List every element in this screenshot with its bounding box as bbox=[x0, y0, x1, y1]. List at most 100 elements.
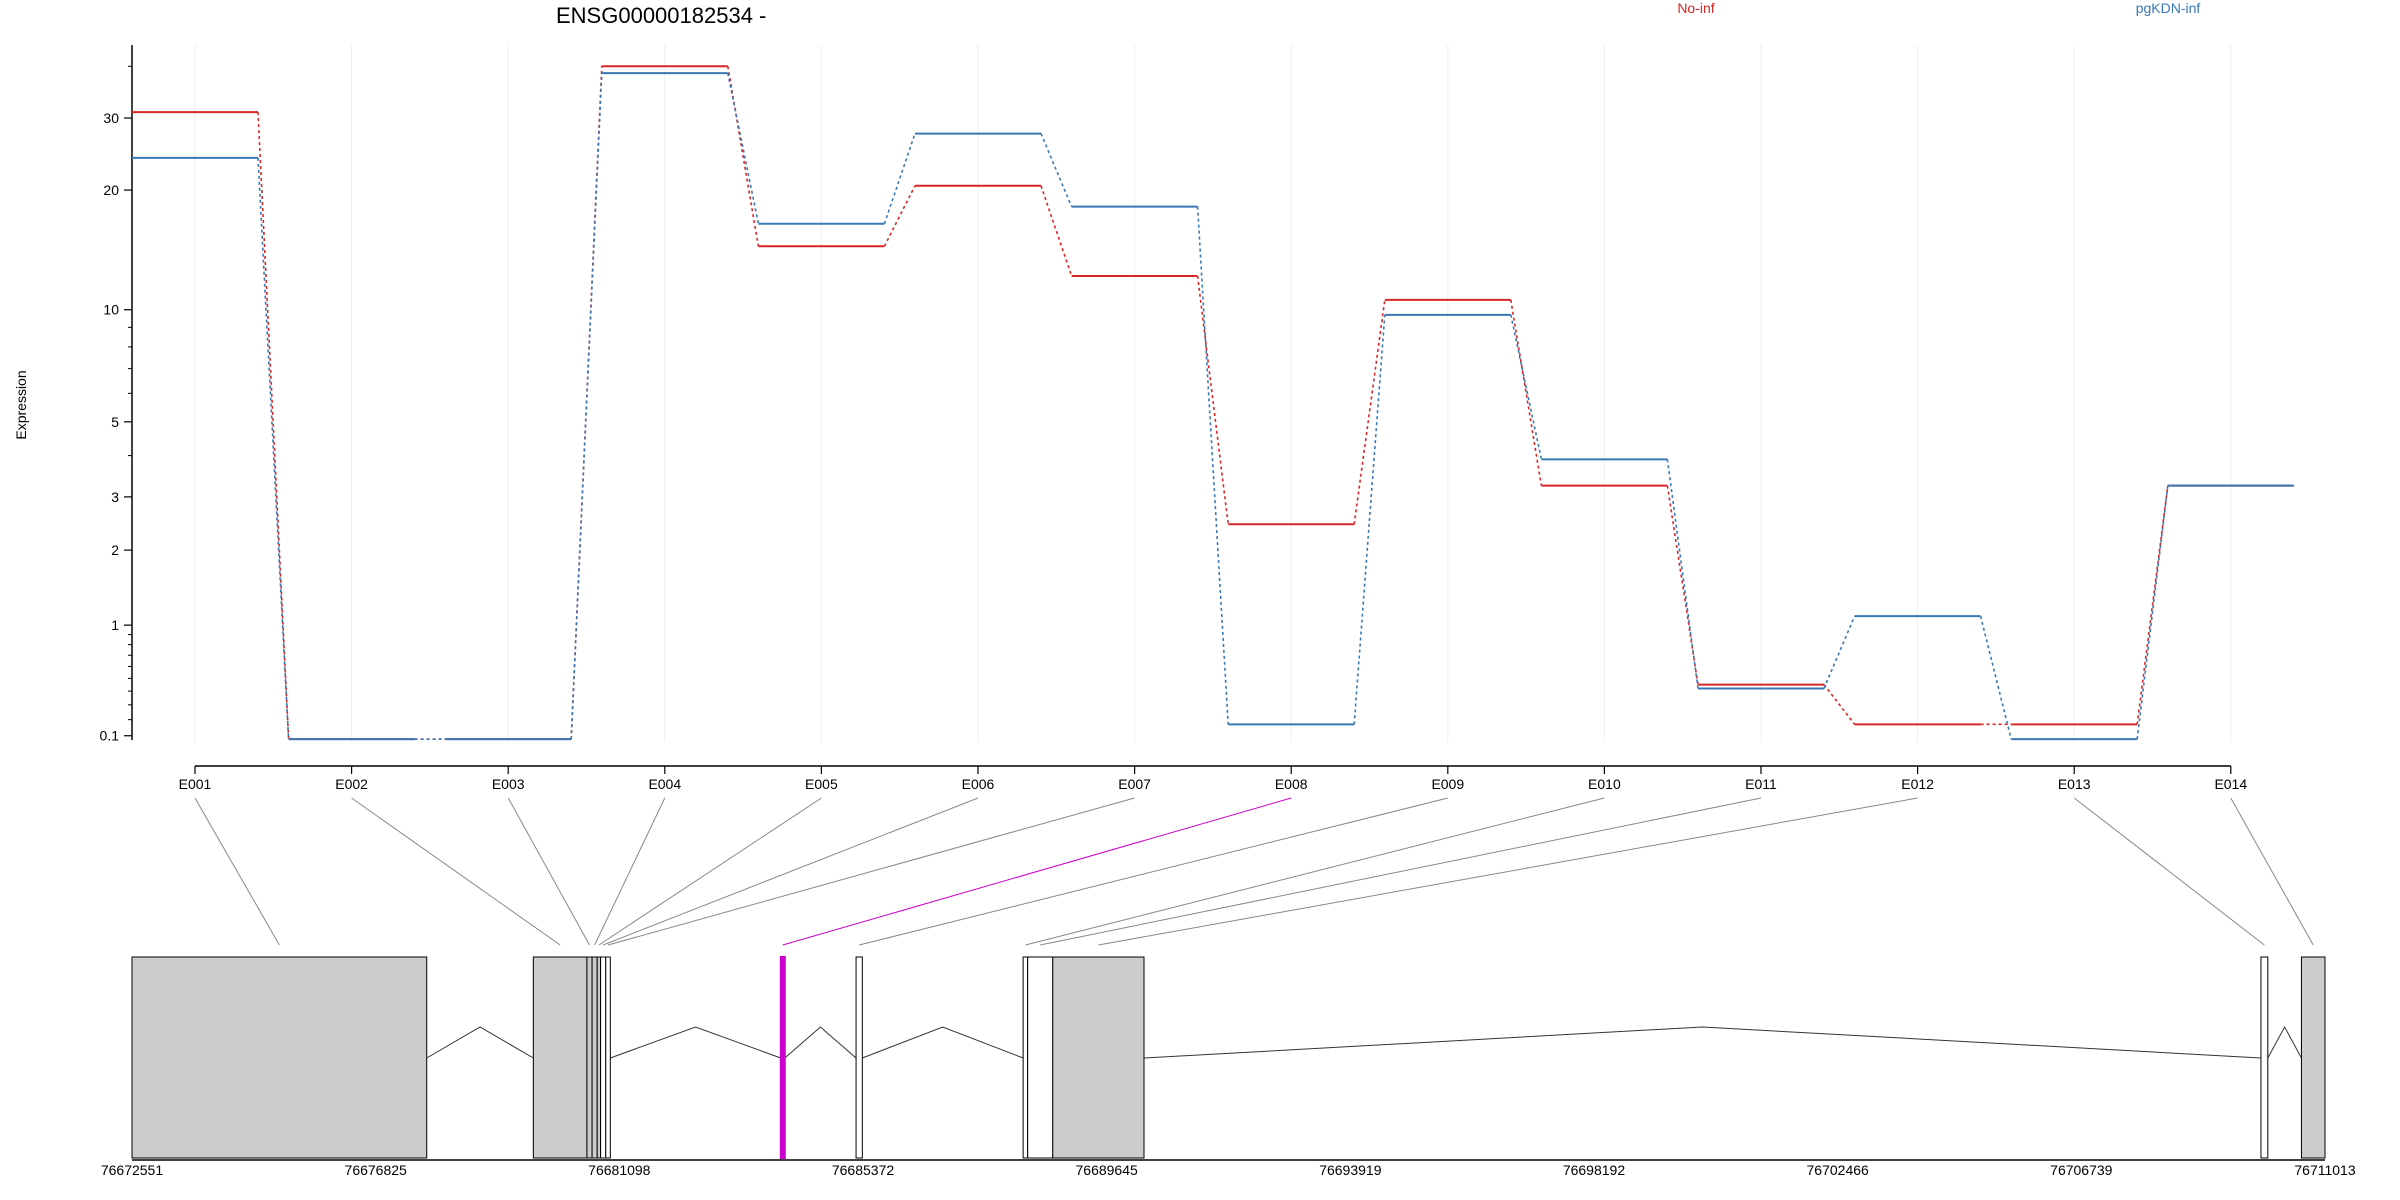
data-connector bbox=[883, 185, 916, 247]
exon-e003 bbox=[586, 956, 593, 1159]
x-tick-label: E013 bbox=[2058, 776, 2091, 792]
genome-tick-label: 76702466 bbox=[1807, 1162, 1870, 1178]
y-tick-label: 1 bbox=[111, 617, 119, 633]
intron bbox=[1143, 1026, 2261, 1059]
exon-connector-e013 bbox=[2073, 797, 2265, 946]
intron bbox=[426, 1026, 534, 1059]
genome-tick-label: 76706739 bbox=[2050, 1162, 2113, 1178]
genome-tick-label: 76693919 bbox=[1319, 1162, 1382, 1178]
exon-e010 bbox=[1022, 956, 1029, 1159]
exon-connectors bbox=[194, 797, 2314, 946]
exon-connector-e012 bbox=[1098, 797, 1918, 946]
x-tick-label: E002 bbox=[335, 776, 368, 792]
exon-connector-e011 bbox=[1040, 797, 1762, 946]
exon-e002 bbox=[532, 956, 588, 1159]
exon-connector-e009 bbox=[859, 797, 1448, 946]
x-tick-label: E008 bbox=[1275, 776, 1308, 792]
genome-tick-label: 76681098 bbox=[588, 1162, 651, 1178]
data-connector bbox=[1823, 684, 1856, 725]
data-connector bbox=[1196, 275, 1229, 525]
exon-e005 bbox=[596, 956, 602, 1159]
data-connector bbox=[1353, 314, 1386, 725]
data-connector bbox=[1666, 485, 1699, 685]
x-tick-label: E003 bbox=[492, 776, 525, 792]
exon-connector-e003 bbox=[507, 797, 590, 946]
exon-connector-e002 bbox=[351, 797, 561, 946]
series-lines bbox=[132, 65, 2294, 741]
exon-e007 bbox=[605, 956, 611, 1159]
exon-connector-e014 bbox=[2230, 797, 2314, 946]
exon-e006 bbox=[600, 956, 607, 1159]
data-connector bbox=[727, 66, 760, 247]
exon-e008 bbox=[779, 956, 786, 1159]
y-tick-label: 3 bbox=[111, 489, 119, 505]
y-tick-label: 5 bbox=[111, 414, 119, 430]
exon-connector-e001 bbox=[194, 797, 280, 946]
exon-e001 bbox=[131, 956, 428, 1159]
data-connector bbox=[1196, 206, 1229, 725]
data-connector bbox=[2136, 485, 2169, 725]
intron bbox=[862, 1026, 1024, 1059]
data-connector bbox=[570, 73, 603, 740]
gridlines bbox=[194, 45, 2232, 742]
legend-entry-no-inf: No-inf bbox=[1677, 0, 1714, 16]
y-tick-label: 2 bbox=[111, 542, 119, 558]
chart-title: ENSG00000182534 - bbox=[556, 3, 766, 28]
axes: 0.1 1 2 3 5 10 20 30 E001 E002 E003 E004 E005 E006 E00… bbox=[100, 45, 2247, 792]
series-pgkdn-inf bbox=[132, 72, 2294, 741]
exon-connector-e004 bbox=[594, 797, 666, 946]
series-no-inf bbox=[132, 65, 2294, 741]
exon-connector-e008 bbox=[782, 797, 1292, 946]
y-tick-label: 10 bbox=[103, 302, 119, 318]
y-tick-label: 20 bbox=[103, 182, 119, 198]
data-connector bbox=[1510, 299, 1543, 486]
x-tick-label: E007 bbox=[1118, 776, 1151, 792]
intron bbox=[610, 1026, 781, 1059]
y-tick-label: 0.1 bbox=[100, 728, 120, 744]
data-connector bbox=[1040, 133, 1073, 207]
y-tick-label: 30 bbox=[103, 110, 119, 126]
genome-tick-label: 76672551 bbox=[101, 1162, 164, 1178]
exon-e013 bbox=[2260, 956, 2269, 1159]
x-tick-label: E006 bbox=[962, 776, 995, 792]
genome-tick-label: 76689645 bbox=[1076, 1162, 1139, 1178]
exon-e011 bbox=[1027, 956, 1054, 1159]
exon-e009 bbox=[855, 956, 863, 1159]
exon-e014 bbox=[2300, 956, 2326, 1159]
exon-connector-e005 bbox=[598, 797, 822, 946]
data-connector bbox=[727, 73, 760, 224]
x-tick-label: E012 bbox=[1901, 776, 1934, 792]
data-connector bbox=[1353, 299, 1386, 525]
exon-connector-e007 bbox=[607, 797, 1135, 946]
data-connector bbox=[883, 133, 916, 225]
x-tick-label: E009 bbox=[1431, 776, 1464, 792]
y-axis-label: Expression bbox=[13, 370, 29, 439]
exon-connector-e010 bbox=[1025, 797, 1605, 946]
data-connector bbox=[257, 157, 290, 740]
genome-tick-label: 76685372 bbox=[832, 1162, 895, 1178]
data-connector bbox=[257, 112, 290, 740]
data-connector bbox=[1510, 314, 1543, 460]
data-connector bbox=[1040, 185, 1073, 277]
intron bbox=[784, 1026, 857, 1059]
exon-e012 bbox=[1052, 956, 1145, 1159]
data-connector bbox=[2136, 485, 2169, 740]
data-connector bbox=[1823, 615, 1856, 689]
exon-e004 bbox=[591, 956, 598, 1159]
genome-tick-label: 76698192 bbox=[1563, 1162, 1626, 1178]
x-tick-label: E001 bbox=[179, 776, 212, 792]
exon-connector-e006 bbox=[603, 797, 979, 946]
intron bbox=[2267, 1025, 2302, 1059]
x-tick-label: E011 bbox=[1745, 776, 1777, 792]
x-tick-label: E004 bbox=[648, 776, 681, 792]
genome-tick-label: 76711013 bbox=[2294, 1162, 2355, 1178]
x-tick-label: E005 bbox=[805, 776, 838, 792]
gene-model: 76672551 76676825 76681098 76685372 76689645… bbox=[101, 956, 2356, 1178]
legend-entry-pgkdn-inf: pgKDN-inf bbox=[2136, 0, 2201, 16]
genome-tick-label: 76676825 bbox=[345, 1162, 408, 1178]
data-connector bbox=[1666, 459, 1699, 689]
x-tick-label: E014 bbox=[2214, 776, 2247, 792]
data-connector bbox=[1979, 615, 2012, 740]
x-tick-label: E010 bbox=[1588, 776, 1621, 792]
